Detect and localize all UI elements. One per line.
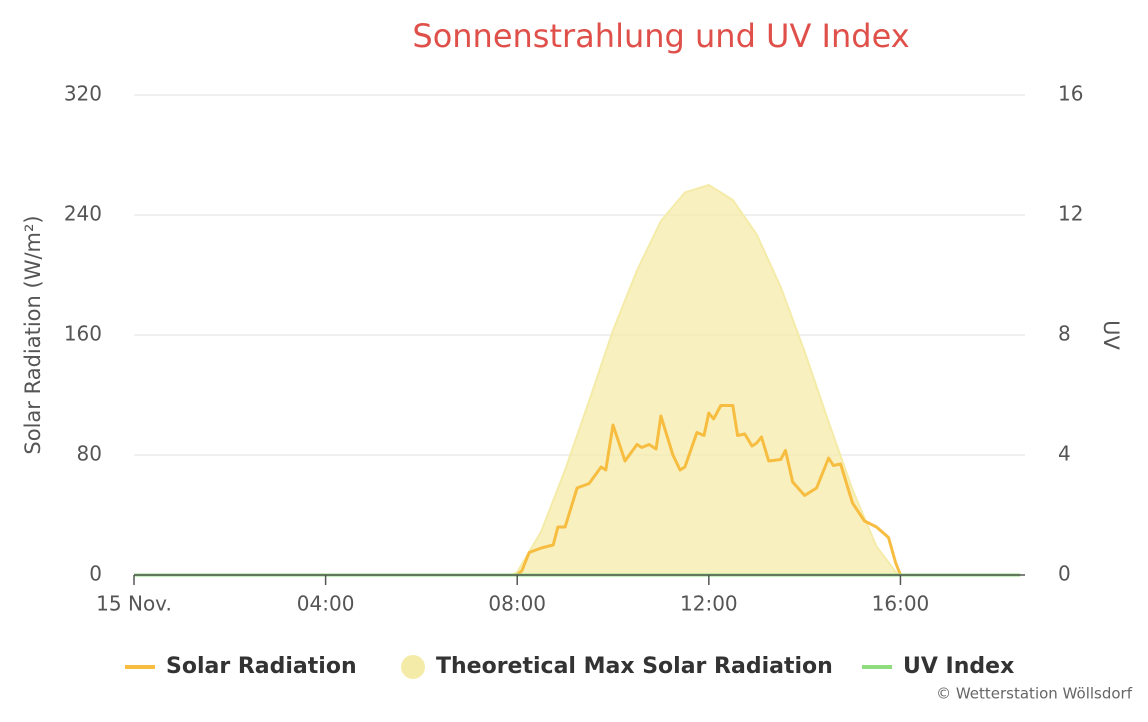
chart-title: Sonnenstrahlung und UV Index bbox=[412, 17, 909, 55]
legend-label[interactable]: UV Index bbox=[903, 654, 1014, 679]
credit: © Wetterstation Wöllsdorf bbox=[936, 685, 1133, 703]
line bbox=[134, 404, 1021, 577]
y-tick-label: 240 bbox=[64, 202, 102, 226]
legend-label[interactable]: Theoretical Max Solar Radiation bbox=[436, 654, 833, 679]
y2-axis-title: UV bbox=[1099, 320, 1123, 350]
y2-tick-label: 0 bbox=[1058, 562, 1071, 586]
y-tick-label: 0 bbox=[89, 562, 102, 586]
x-tick-label: 16:00 bbox=[872, 592, 930, 616]
x-tick-label: 04:00 bbox=[297, 592, 355, 616]
legend-symbol bbox=[401, 655, 425, 679]
area bbox=[508, 183, 901, 576]
y-tick-label: 160 bbox=[64, 322, 102, 346]
legend-label[interactable]: Solar Radiation bbox=[166, 654, 357, 679]
x-tick-label: 12:00 bbox=[680, 592, 738, 616]
x-tick-label: 15 Nov. bbox=[96, 592, 172, 616]
y2-tick-label: 4 bbox=[1058, 442, 1071, 466]
y-axis-title: Solar Radiation (W/m²) bbox=[21, 215, 45, 454]
x-tick-label: 08:00 bbox=[488, 592, 546, 616]
y-tick-label: 320 bbox=[64, 82, 102, 106]
y2-tick-label: 16 bbox=[1058, 82, 1083, 106]
y2-tick-label: 12 bbox=[1058, 202, 1083, 226]
y-tick-label: 80 bbox=[77, 442, 102, 466]
y2-tick-label: 8 bbox=[1058, 322, 1071, 346]
